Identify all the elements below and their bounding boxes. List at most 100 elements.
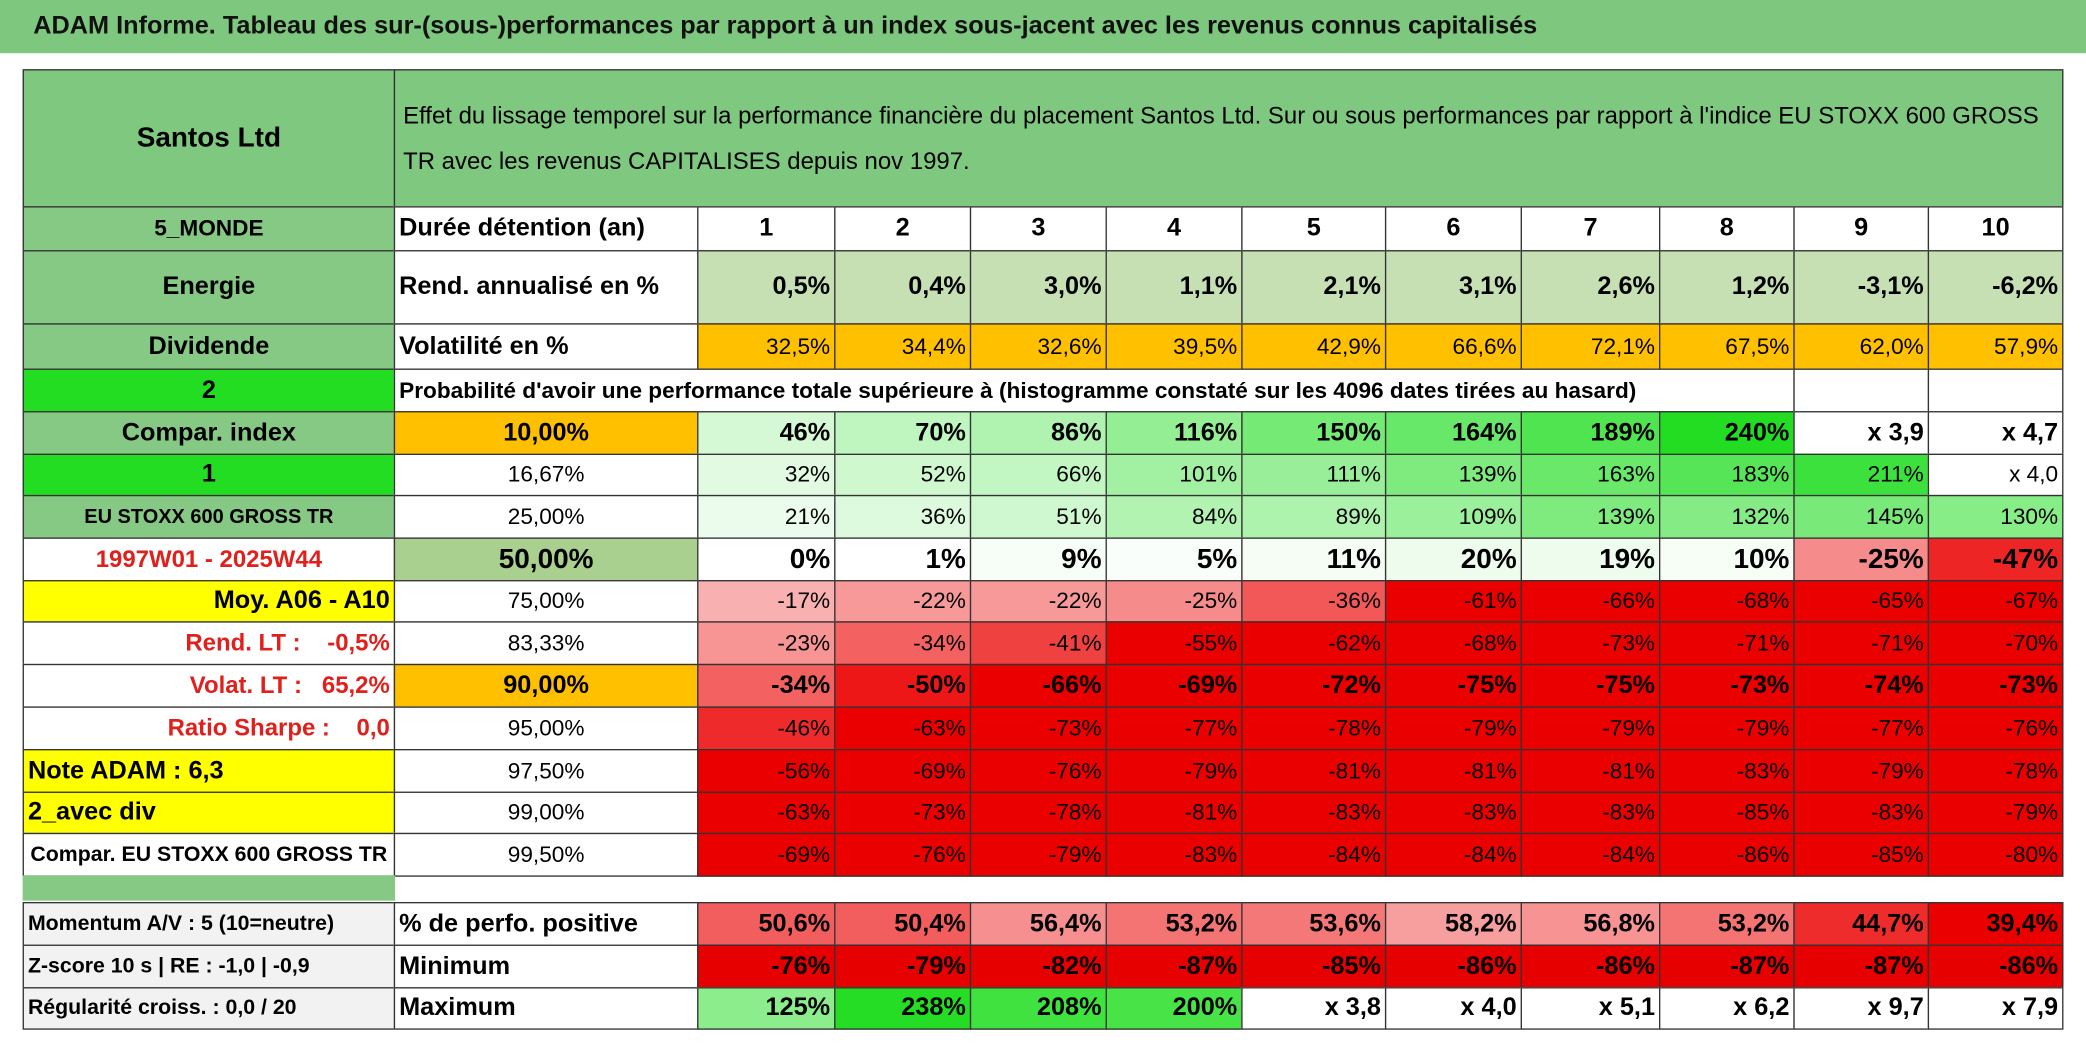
cell-text: -71% [1736, 629, 1790, 656]
cell: -79% [1105, 749, 1243, 793]
cell-text: Régularité croiss. : 0,0 / 20 [27, 996, 297, 1020]
cell-text: 83,33% [507, 629, 585, 656]
cell: 34,4% [834, 323, 972, 370]
cell: 1% [834, 537, 972, 582]
cell: -34% [697, 663, 836, 708]
cell-text: 183% [1731, 461, 1790, 487]
cell-text: 52% [920, 461, 966, 487]
cell-text: 50,00% [498, 543, 594, 575]
cell-text: -80% [2005, 841, 2059, 867]
cell: 39,5% [1105, 323, 1243, 370]
cell: Energie [22, 250, 396, 325]
cell: EU STOXX 600 GROSS TR [22, 494, 396, 539]
cell-text: 66% [1056, 461, 1102, 487]
cell: Volat. LT : 65,2% [22, 663, 396, 708]
cell-text: 67,5% [1725, 333, 1790, 359]
cell: -68% [1659, 580, 1795, 623]
cell-text: 2 [201, 375, 216, 404]
cell-text: 3,1% [1459, 272, 1517, 301]
cell: Volatilité en % [393, 323, 699, 370]
cell: -34% [834, 621, 972, 666]
cell: -3,1% [1793, 250, 1930, 325]
cell-text: -77% [1184, 715, 1238, 741]
cell-text: -79% [1463, 715, 1517, 741]
title-bar: ADAM Informe. Tableau des sur-(sous-)per… [0, 0, 2086, 54]
cell: Maximum [393, 987, 699, 1030]
cell: 58,2% [1384, 902, 1522, 946]
cell-text: 42,9% [1316, 333, 1381, 359]
cell: 1,1% [1105, 250, 1243, 325]
cell: -6,2% [1927, 250, 2064, 325]
cell-text: -56% [777, 757, 831, 783]
cell-text: -69% [777, 841, 831, 867]
cell-text: -87% [1178, 951, 1238, 980]
cell: 211% [1793, 453, 1930, 497]
cell: -61% [1384, 580, 1522, 623]
cell-text: 11% [1326, 543, 1381, 575]
cell-text: -6,2% [1992, 272, 2059, 301]
cell-text: 7 [1583, 214, 1598, 243]
cell: -81% [1520, 749, 1661, 793]
cell: 2 [834, 206, 972, 252]
cell: 32,6% [969, 323, 1107, 370]
cell: 56,8% [1520, 902, 1661, 946]
cell: 7 [1520, 206, 1661, 252]
cell: 51% [969, 494, 1107, 539]
cell-text: -73% [1730, 671, 1790, 700]
cell-text: 139% [1458, 461, 1517, 487]
cell: -73% [1927, 663, 2064, 708]
cell-text: 200% [1172, 993, 1238, 1022]
cell-text: x 4,7 [2001, 418, 2059, 447]
cell: x 4,7 [1927, 411, 2064, 455]
cell-text: -68% [1463, 629, 1517, 656]
cell: -73% [1520, 621, 1661, 666]
cell: 42,9% [1241, 323, 1387, 370]
cell: 111% [1241, 453, 1387, 497]
cell: -76% [969, 749, 1107, 793]
cell: 163% [1520, 453, 1661, 497]
cell-text: -36% [1328, 588, 1381, 614]
cell-text: 1% [925, 543, 966, 575]
cell-text: 0% [789, 543, 831, 575]
cell-text: 70% [915, 418, 966, 447]
cell: 139% [1520, 494, 1661, 539]
cell-text: 211% [1867, 461, 1924, 487]
cell: 101% [1105, 453, 1243, 497]
cell-text: 150% [1316, 418, 1381, 447]
cell-text: -76% [2005, 715, 2059, 741]
cell-text: -78% [2005, 757, 2059, 783]
cell-text: 1,2% [1731, 272, 1790, 301]
cell-text: Energie [162, 272, 256, 301]
cell-text: Santos Ltd [136, 122, 282, 153]
cell: -55% [1105, 621, 1243, 666]
cell: -79% [969, 832, 1107, 877]
cell-text: -81% [1463, 757, 1517, 783]
cell: 164% [1384, 411, 1522, 455]
cell-text: x 9,7 [1867, 993, 1924, 1022]
cell: 99,50% [393, 832, 699, 877]
cell-text: -81% [1602, 757, 1656, 783]
cell: -79% [834, 944, 972, 989]
cell: -84% [1384, 832, 1522, 877]
cell: -23% [697, 621, 836, 666]
cell-text: Compar. index [121, 418, 296, 447]
cell: -83% [1384, 791, 1522, 835]
cell: 32% [697, 453, 836, 497]
cell: 9% [969, 537, 1107, 582]
cell-text: -50% [906, 671, 966, 700]
cell-text: 36% [920, 503, 966, 529]
cell: 86% [969, 411, 1107, 455]
cell-text: -75% [1457, 671, 1517, 700]
cell: -75% [1384, 663, 1522, 708]
cell-text: -83% [1870, 799, 1924, 825]
cell-text: Rend. LT : -0,5% [185, 629, 390, 656]
cell-text: -77% [1870, 715, 1924, 741]
cell-text: 5 [1306, 214, 1321, 243]
cell: 39,4% [1927, 902, 2064, 946]
cell: 2,6% [1520, 250, 1661, 325]
cell-text: -85% [1321, 951, 1381, 980]
cell: 53,2% [1659, 902, 1795, 946]
cell: 62,0% [1793, 323, 1930, 370]
cell: 90,00% [393, 663, 699, 708]
